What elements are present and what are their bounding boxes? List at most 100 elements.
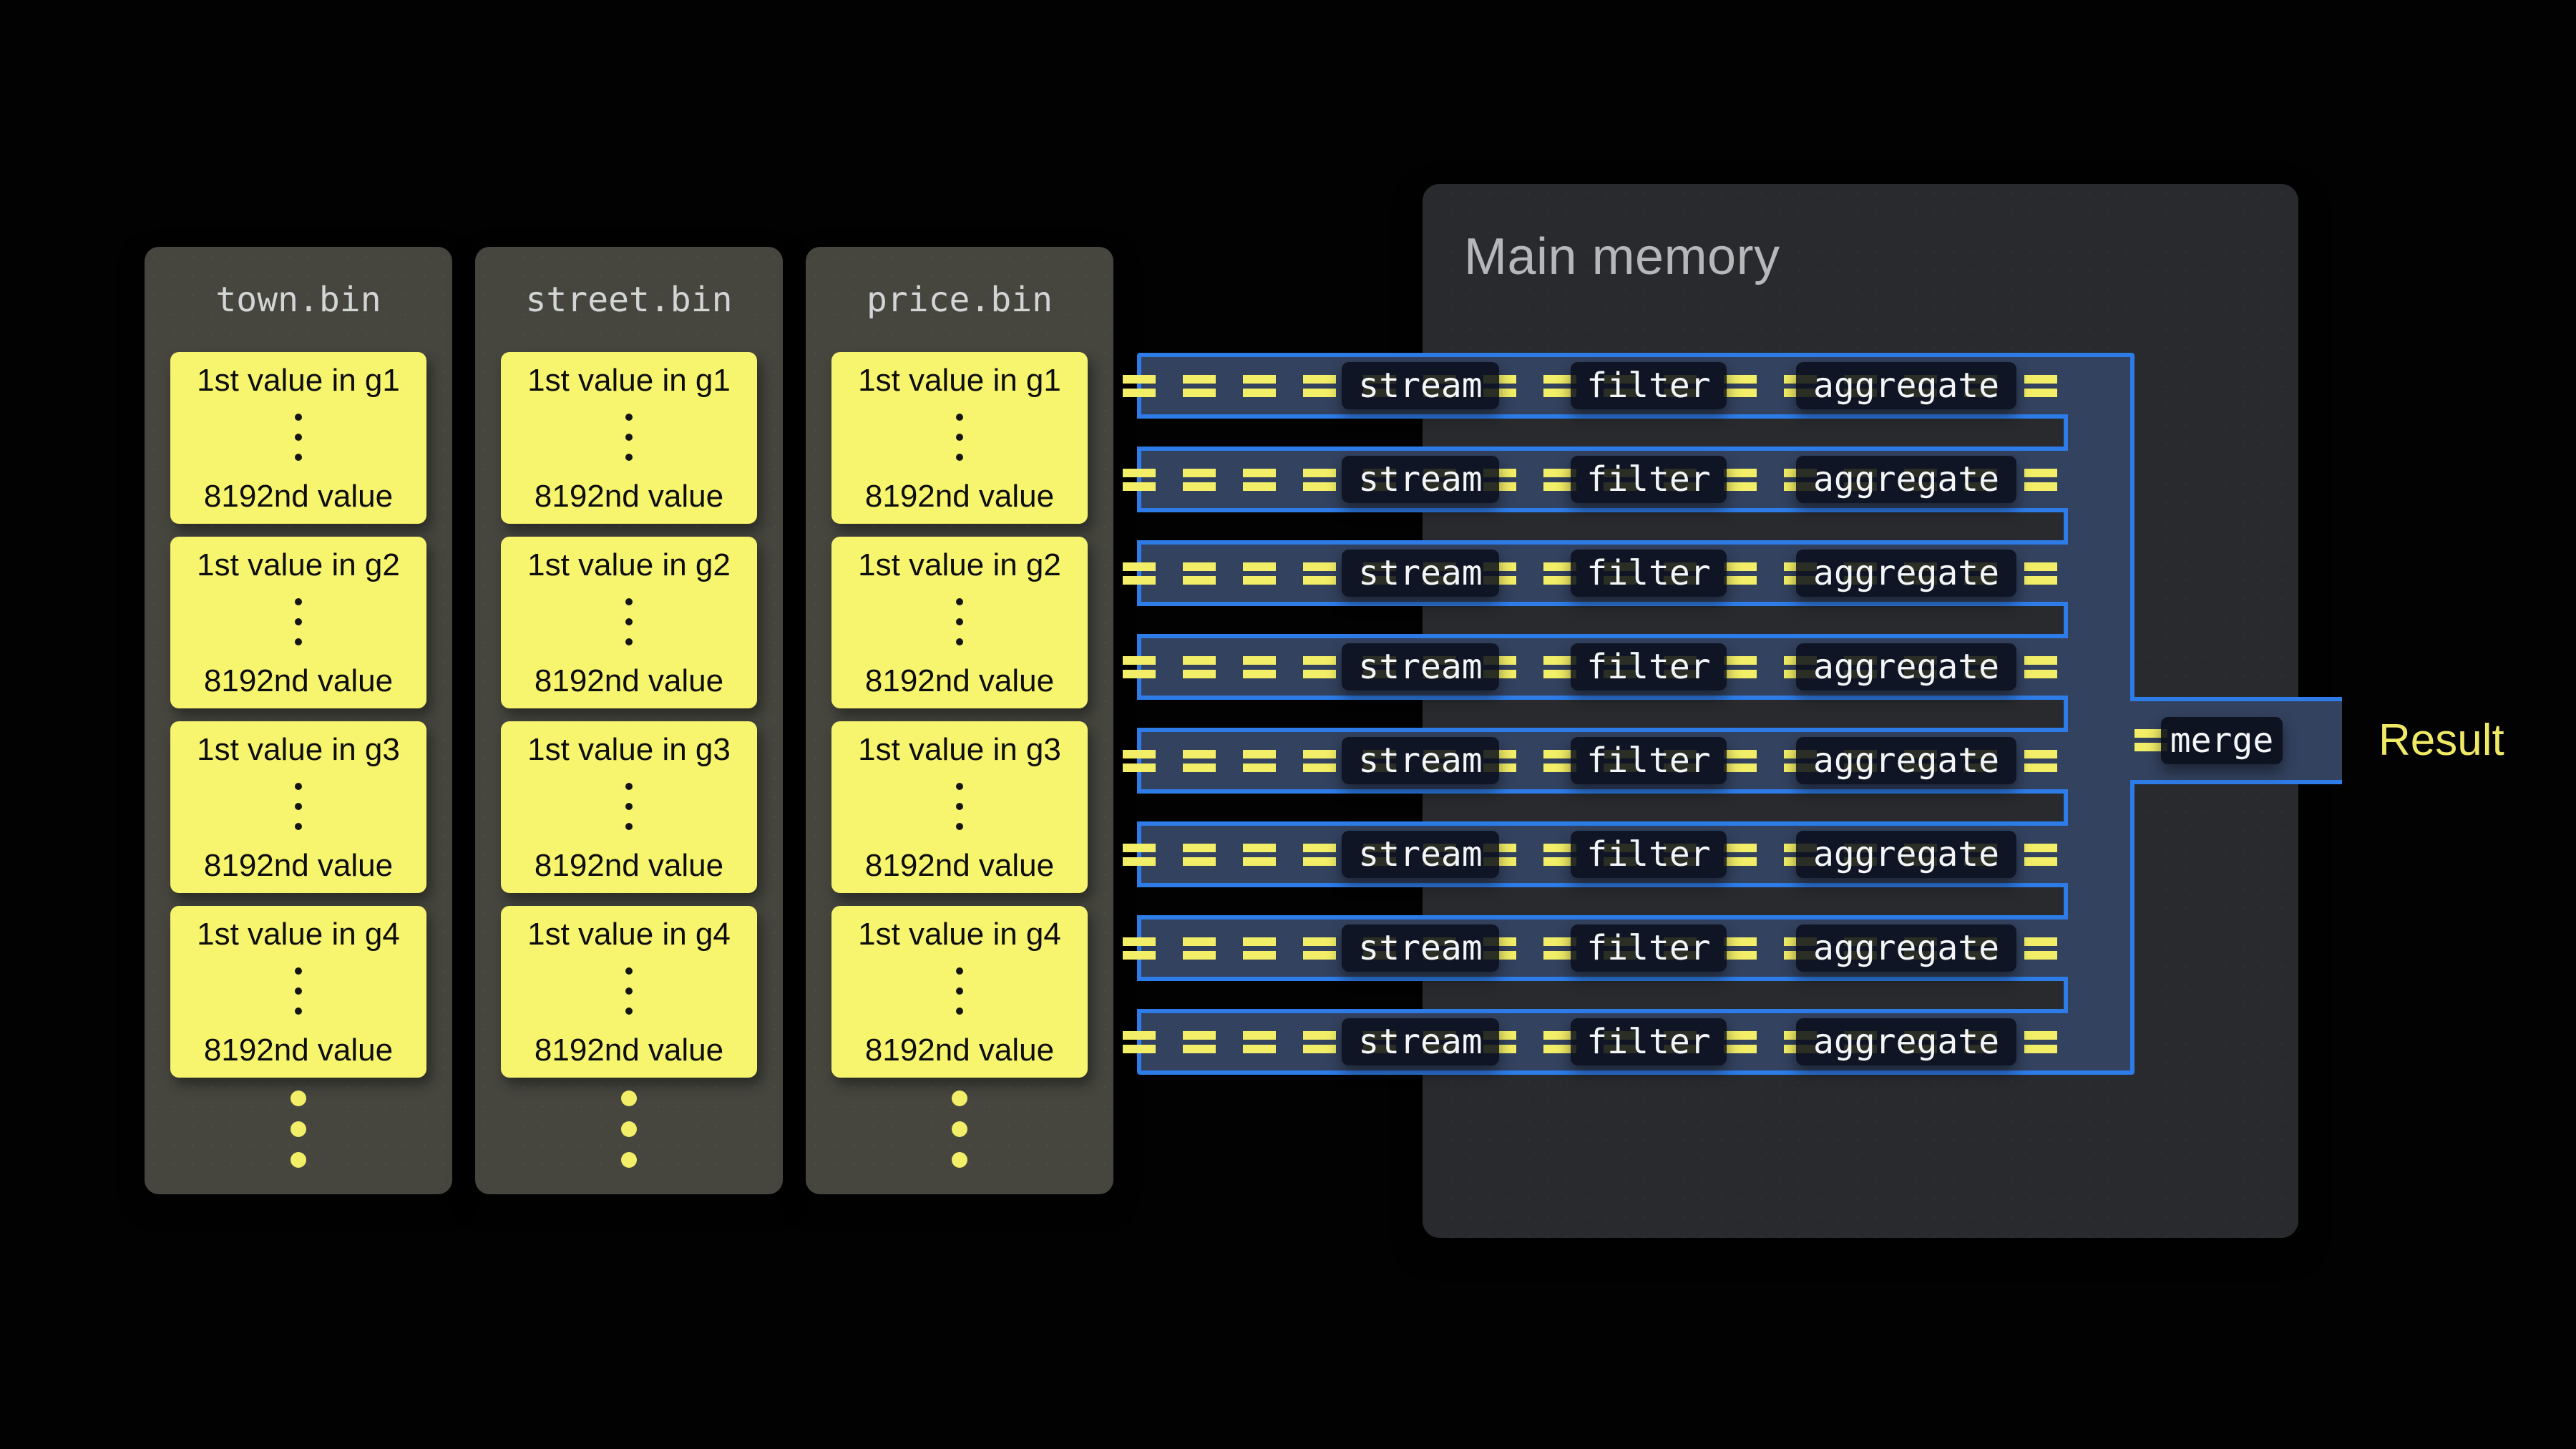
- dot-icon: [625, 618, 633, 625]
- dot-icon: [625, 783, 633, 790]
- dot-icon: [295, 783, 302, 790]
- filter-operator-box: filter: [1571, 643, 1727, 691]
- stream-operator-box: stream: [1342, 643, 1499, 691]
- aggregate-operator-box: aggregate: [1796, 643, 2016, 691]
- last-value-label: 8192nd value: [203, 848, 394, 883]
- dot-icon: [956, 414, 963, 421]
- filter-operator-box: filter: [1571, 924, 1727, 972]
- aggregate-operator-box: aggregate: [1796, 1018, 2016, 1065]
- ellipsis-dots-icon: [501, 783, 757, 830]
- dot-icon: [625, 414, 633, 421]
- pipeline-block: stream filter aggregate stream filter ag…: [1123, 353, 2135, 1075]
- dot-icon: [295, 967, 302, 975]
- dot-icon: [621, 1091, 637, 1106]
- ellipsis-dots-icon: [170, 967, 426, 1015]
- pipeline-row: stream filter aggregate: [1123, 919, 2132, 977]
- first-value-label: 1st value in g2: [197, 547, 400, 582]
- value-group-block: 1st value in g1 8192nd value: [831, 352, 1088, 524]
- merge-operator-box: merge: [2161, 717, 2283, 764]
- first-value-label: 1st value in g4: [858, 917, 1061, 952]
- dot-icon: [952, 1091, 967, 1106]
- ellipsis-dots-icon: [831, 414, 1088, 461]
- value-group-block: 1st value in g1 8192nd value: [501, 352, 757, 524]
- filter-operator-box: filter: [1571, 550, 1727, 597]
- dot-icon: [952, 1121, 967, 1137]
- dot-icon: [295, 598, 302, 605]
- first-value-label: 1st value in g1: [197, 363, 400, 398]
- dot-icon: [295, 638, 302, 645]
- dot-icon: [956, 1008, 963, 1015]
- filter-operator-box: filter: [1571, 1018, 1727, 1065]
- file-name-label: price.bin: [866, 280, 1053, 320]
- aggregate-operator-box: aggregate: [1796, 550, 2016, 597]
- file-column: street.bin 1st value in g1 8192nd value: [475, 247, 783, 1194]
- dot-icon: [625, 434, 633, 441]
- pipeline-gap: [1137, 883, 2068, 919]
- stream-operator-box: stream: [1342, 1018, 1499, 1065]
- aggregate-operator-box: aggregate: [1796, 362, 2016, 409]
- aggregate-operator-box: aggregate: [1796, 924, 2016, 972]
- pipeline-row: stream filter aggregate: [1123, 826, 2132, 883]
- first-value-label: 1st value in g4: [197, 917, 400, 952]
- pipeline-rows: stream filter aggregate stream filter ag…: [1123, 357, 2132, 1070]
- filter-operator-box: filter: [1571, 831, 1727, 878]
- dot-icon: [956, 987, 963, 995]
- dot-icon: [956, 823, 963, 830]
- ellipsis-dots-icon: [831, 967, 1088, 1015]
- first-value-label: 1st value in g2: [858, 547, 1061, 582]
- value-group-block: 1st value in g3 8192nd value: [501, 721, 757, 893]
- stream-operator-box: stream: [1342, 924, 1499, 972]
- pipeline-row: stream filter aggregate: [1123, 638, 2132, 696]
- ellipsis-dots-icon: [831, 598, 1088, 645]
- value-group-block: 1st value in g1 8192nd value: [170, 352, 426, 524]
- value-group-block: 1st value in g4 8192nd value: [831, 906, 1088, 1078]
- main-memory-title: Main memory: [1464, 228, 1780, 286]
- value-group-block: 1st value in g2 8192nd value: [501, 537, 757, 708]
- pipeline-row: stream filter aggregate: [1123, 732, 2132, 789]
- value-group-blocks: 1st value in g1 8192nd value 1st value i…: [475, 247, 783, 1194]
- more-groups-ellipsis-icon: [475, 1091, 783, 1168]
- stream-operator-box: stream: [1342, 456, 1499, 503]
- result-label: Result: [2379, 716, 2504, 765]
- last-value-label: 8192nd value: [534, 1033, 724, 1068]
- dot-icon: [625, 638, 633, 645]
- value-group-block: 1st value in g3 8192nd value: [170, 721, 426, 893]
- value-group-block: 1st value in g2 8192nd value: [831, 537, 1088, 708]
- last-value-label: 8192nd value: [203, 479, 394, 514]
- first-value-label: 1st value in g4: [527, 917, 731, 952]
- file-name-label: town.bin: [215, 280, 381, 320]
- filter-operator-box: filter: [1571, 737, 1727, 784]
- dot-icon: [956, 803, 963, 810]
- last-value-label: 8192nd value: [534, 479, 724, 514]
- dot-icon: [621, 1152, 637, 1168]
- pipeline-gap: [1137, 414, 2068, 451]
- value-group-block: 1st value in g4 8192nd value: [170, 906, 426, 1078]
- stream-operator-box: stream: [1342, 737, 1499, 784]
- dot-icon: [952, 1152, 967, 1168]
- dot-icon: [625, 598, 633, 605]
- dot-icon: [625, 823, 633, 830]
- value-group-blocks: 1st value in g1 8192nd value 1st value i…: [806, 247, 1113, 1194]
- first-value-label: 1st value in g1: [858, 363, 1061, 398]
- filter-operator-box: filter: [1571, 362, 1727, 409]
- aggregate-operator-box: aggregate: [1796, 737, 2016, 784]
- ellipsis-dots-icon: [170, 598, 426, 645]
- aggregate-operator-box: aggregate: [1796, 831, 2016, 878]
- dot-icon: [956, 783, 963, 790]
- dot-icon: [295, 1008, 302, 1015]
- stream-operator-box: stream: [1342, 550, 1499, 597]
- dot-icon: [295, 414, 302, 421]
- pipeline-row: stream filter aggregate: [1123, 357, 2132, 414]
- pipeline-gap: [1137, 508, 2068, 545]
- dot-icon: [291, 1091, 306, 1106]
- ellipsis-dots-icon: [170, 783, 426, 830]
- dot-icon: [295, 823, 302, 830]
- last-value-label: 8192nd value: [864, 663, 1055, 698]
- merge-connector: merge: [2130, 697, 2342, 784]
- first-value-label: 1st value in g1: [527, 363, 731, 398]
- ellipsis-dots-icon: [501, 414, 757, 461]
- first-value-label: 1st value in g3: [527, 732, 731, 767]
- dot-icon: [295, 987, 302, 995]
